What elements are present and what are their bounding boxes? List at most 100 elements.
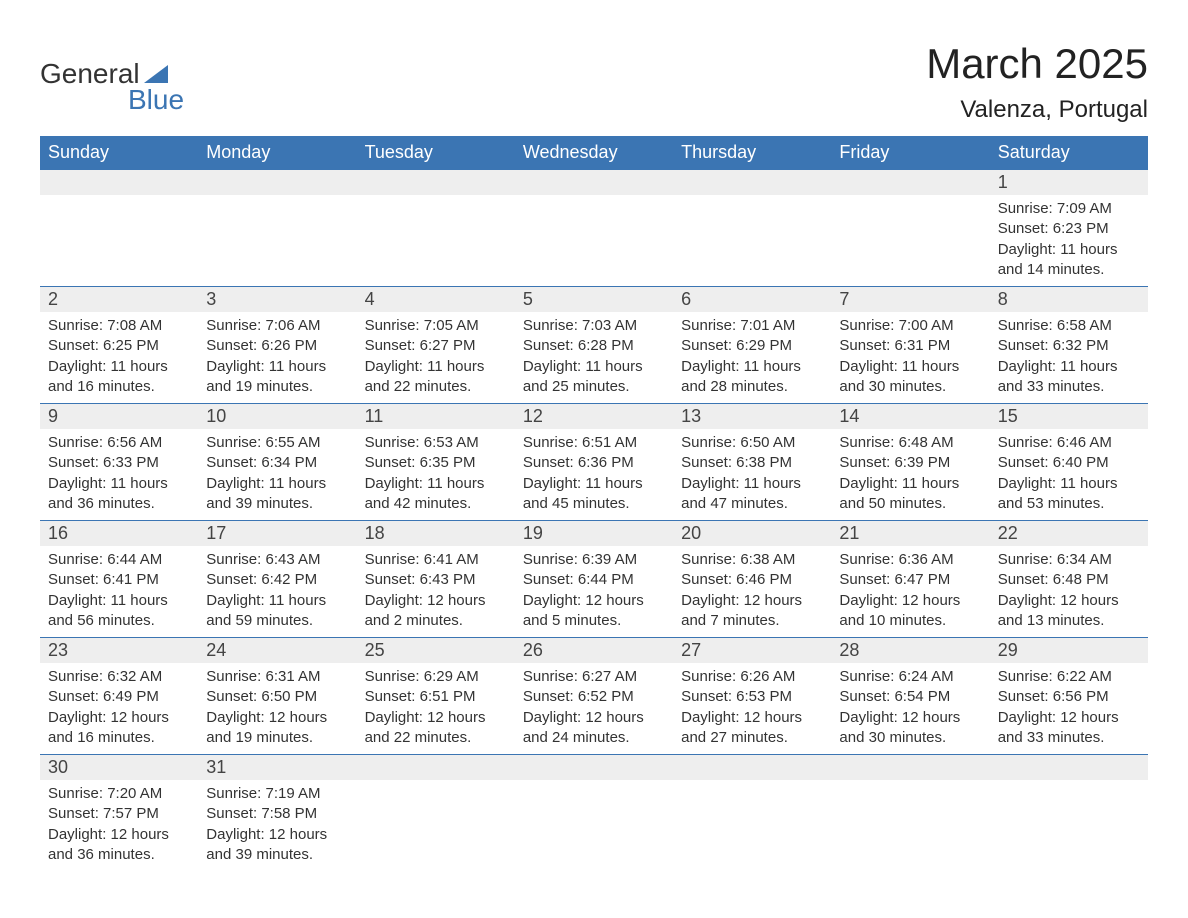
day-number: 8 bbox=[990, 286, 1148, 312]
calendar-day-cell: 27Sunrise: 6:26 AMSunset: 6:53 PMDayligh… bbox=[673, 637, 831, 754]
weekday-header-row: Sunday Monday Tuesday Wednesday Thursday… bbox=[40, 136, 1148, 169]
calendar-day-cell: 17Sunrise: 6:43 AMSunset: 6:42 PMDayligh… bbox=[198, 520, 356, 637]
calendar-day-cell: 1Sunrise: 7:09 AMSunset: 6:23 PMDaylight… bbox=[990, 169, 1148, 286]
calendar-day-cell: 6Sunrise: 7:01 AMSunset: 6:29 PMDaylight… bbox=[673, 286, 831, 403]
calendar-day-cell: 18Sunrise: 6:41 AMSunset: 6:43 PMDayligh… bbox=[357, 520, 515, 637]
day-info: Sunrise: 6:50 AMSunset: 6:38 PMDaylight:… bbox=[673, 429, 831, 520]
calendar-day-cell: 12Sunrise: 6:51 AMSunset: 6:36 PMDayligh… bbox=[515, 403, 673, 520]
calendar-day-cell: 22Sunrise: 6:34 AMSunset: 6:48 PMDayligh… bbox=[990, 520, 1148, 637]
calendar-day-cell: 26Sunrise: 6:27 AMSunset: 6:52 PMDayligh… bbox=[515, 637, 673, 754]
calendar-day-cell bbox=[515, 754, 673, 871]
day-number: 2 bbox=[40, 286, 198, 312]
header: General Blue March 2025 Valenza, Portuga… bbox=[40, 40, 1148, 124]
day-info: Sunrise: 6:51 AMSunset: 6:36 PMDaylight:… bbox=[515, 429, 673, 520]
logo-word-blue: Blue bbox=[128, 84, 184, 116]
calendar-day-cell: 23Sunrise: 6:32 AMSunset: 6:49 PMDayligh… bbox=[40, 637, 198, 754]
calendar-day-cell: 3Sunrise: 7:06 AMSunset: 6:26 PMDaylight… bbox=[198, 286, 356, 403]
weekday-header: Thursday bbox=[673, 136, 831, 169]
day-info: Sunrise: 7:05 AMSunset: 6:27 PMDaylight:… bbox=[357, 312, 515, 403]
calendar-body: 1Sunrise: 7:09 AMSunset: 6:23 PMDaylight… bbox=[40, 169, 1148, 871]
calendar-day-cell: 16Sunrise: 6:44 AMSunset: 6:41 PMDayligh… bbox=[40, 520, 198, 637]
calendar-day-cell: 21Sunrise: 6:36 AMSunset: 6:47 PMDayligh… bbox=[831, 520, 989, 637]
day-info-empty bbox=[673, 195, 831, 275]
day-info-empty bbox=[673, 780, 831, 860]
day-info: Sunrise: 6:39 AMSunset: 6:44 PMDaylight:… bbox=[515, 546, 673, 637]
calendar-day-cell: 4Sunrise: 7:05 AMSunset: 6:27 PMDaylight… bbox=[357, 286, 515, 403]
day-number: 9 bbox=[40, 403, 198, 429]
calendar-day-cell bbox=[515, 169, 673, 286]
calendar-day-cell bbox=[357, 169, 515, 286]
day-number: 5 bbox=[515, 286, 673, 312]
month-title: March 2025 bbox=[926, 40, 1148, 88]
day-info: Sunrise: 7:20 AMSunset: 7:57 PMDaylight:… bbox=[40, 780, 198, 871]
day-number: 16 bbox=[40, 520, 198, 546]
calendar-day-cell: 31Sunrise: 7:19 AMSunset: 7:58 PMDayligh… bbox=[198, 754, 356, 871]
day-number: 13 bbox=[673, 403, 831, 429]
day-number: 10 bbox=[198, 403, 356, 429]
calendar-day-cell: 19Sunrise: 6:39 AMSunset: 6:44 PMDayligh… bbox=[515, 520, 673, 637]
logo: General Blue bbox=[40, 40, 184, 116]
calendar-day-cell bbox=[831, 754, 989, 871]
day-number-empty bbox=[198, 169, 356, 195]
day-number: 26 bbox=[515, 637, 673, 663]
day-number: 15 bbox=[990, 403, 1148, 429]
day-info: Sunrise: 6:34 AMSunset: 6:48 PMDaylight:… bbox=[990, 546, 1148, 637]
day-info-empty bbox=[831, 195, 989, 275]
calendar-day-cell: 7Sunrise: 7:00 AMSunset: 6:31 PMDaylight… bbox=[831, 286, 989, 403]
day-number-empty bbox=[990, 754, 1148, 780]
calendar-day-cell: 29Sunrise: 6:22 AMSunset: 6:56 PMDayligh… bbox=[990, 637, 1148, 754]
weekday-header: Saturday bbox=[990, 136, 1148, 169]
day-number: 22 bbox=[990, 520, 1148, 546]
day-info: Sunrise: 6:22 AMSunset: 6:56 PMDaylight:… bbox=[990, 663, 1148, 754]
day-info: Sunrise: 7:01 AMSunset: 6:29 PMDaylight:… bbox=[673, 312, 831, 403]
day-number: 17 bbox=[198, 520, 356, 546]
calendar-week-row: 16Sunrise: 6:44 AMSunset: 6:41 PMDayligh… bbox=[40, 520, 1148, 637]
calendar-day-cell: 15Sunrise: 6:46 AMSunset: 6:40 PMDayligh… bbox=[990, 403, 1148, 520]
day-info: Sunrise: 6:31 AMSunset: 6:50 PMDaylight:… bbox=[198, 663, 356, 754]
day-number: 1 bbox=[990, 169, 1148, 195]
day-info-empty bbox=[990, 780, 1148, 860]
day-number: 6 bbox=[673, 286, 831, 312]
day-info: Sunrise: 6:53 AMSunset: 6:35 PMDaylight:… bbox=[357, 429, 515, 520]
day-info: Sunrise: 6:38 AMSunset: 6:46 PMDaylight:… bbox=[673, 546, 831, 637]
calendar-week-row: 23Sunrise: 6:32 AMSunset: 6:49 PMDayligh… bbox=[40, 637, 1148, 754]
day-info-empty bbox=[357, 195, 515, 275]
day-number-empty bbox=[357, 169, 515, 195]
day-number: 7 bbox=[831, 286, 989, 312]
day-info: Sunrise: 6:44 AMSunset: 6:41 PMDaylight:… bbox=[40, 546, 198, 637]
calendar-day-cell: 28Sunrise: 6:24 AMSunset: 6:54 PMDayligh… bbox=[831, 637, 989, 754]
weekday-header: Tuesday bbox=[357, 136, 515, 169]
day-info-empty bbox=[357, 780, 515, 860]
day-info: Sunrise: 6:43 AMSunset: 6:42 PMDaylight:… bbox=[198, 546, 356, 637]
day-number-empty bbox=[515, 169, 673, 195]
day-info: Sunrise: 7:19 AMSunset: 7:58 PMDaylight:… bbox=[198, 780, 356, 871]
weekday-header: Wednesday bbox=[515, 136, 673, 169]
calendar-day-cell: 30Sunrise: 7:20 AMSunset: 7:57 PMDayligh… bbox=[40, 754, 198, 871]
calendar-week-row: 30Sunrise: 7:20 AMSunset: 7:57 PMDayligh… bbox=[40, 754, 1148, 871]
calendar-table: Sunday Monday Tuesday Wednesday Thursday… bbox=[40, 136, 1148, 871]
day-info: Sunrise: 7:00 AMSunset: 6:31 PMDaylight:… bbox=[831, 312, 989, 403]
day-number-empty bbox=[515, 754, 673, 780]
day-number: 29 bbox=[990, 637, 1148, 663]
calendar-day-cell: 24Sunrise: 6:31 AMSunset: 6:50 PMDayligh… bbox=[198, 637, 356, 754]
day-info-empty bbox=[198, 195, 356, 275]
title-block: March 2025 Valenza, Portugal bbox=[926, 40, 1148, 124]
calendar-day-cell: 9Sunrise: 6:56 AMSunset: 6:33 PMDaylight… bbox=[40, 403, 198, 520]
day-info: Sunrise: 6:27 AMSunset: 6:52 PMDaylight:… bbox=[515, 663, 673, 754]
logo-triangle-icon bbox=[144, 65, 168, 83]
calendar-week-row: 1Sunrise: 7:09 AMSunset: 6:23 PMDaylight… bbox=[40, 169, 1148, 286]
day-info: Sunrise: 6:24 AMSunset: 6:54 PMDaylight:… bbox=[831, 663, 989, 754]
day-number: 28 bbox=[831, 637, 989, 663]
day-number: 11 bbox=[357, 403, 515, 429]
day-info: Sunrise: 7:08 AMSunset: 6:25 PMDaylight:… bbox=[40, 312, 198, 403]
calendar-day-cell bbox=[40, 169, 198, 286]
day-number-empty bbox=[40, 169, 198, 195]
location-label: Valenza, Portugal bbox=[926, 96, 1148, 124]
calendar-day-cell bbox=[831, 169, 989, 286]
day-number: 21 bbox=[831, 520, 989, 546]
day-number: 31 bbox=[198, 754, 356, 780]
day-number: 27 bbox=[673, 637, 831, 663]
calendar-day-cell: 10Sunrise: 6:55 AMSunset: 6:34 PMDayligh… bbox=[198, 403, 356, 520]
day-number: 3 bbox=[198, 286, 356, 312]
calendar-day-cell bbox=[357, 754, 515, 871]
